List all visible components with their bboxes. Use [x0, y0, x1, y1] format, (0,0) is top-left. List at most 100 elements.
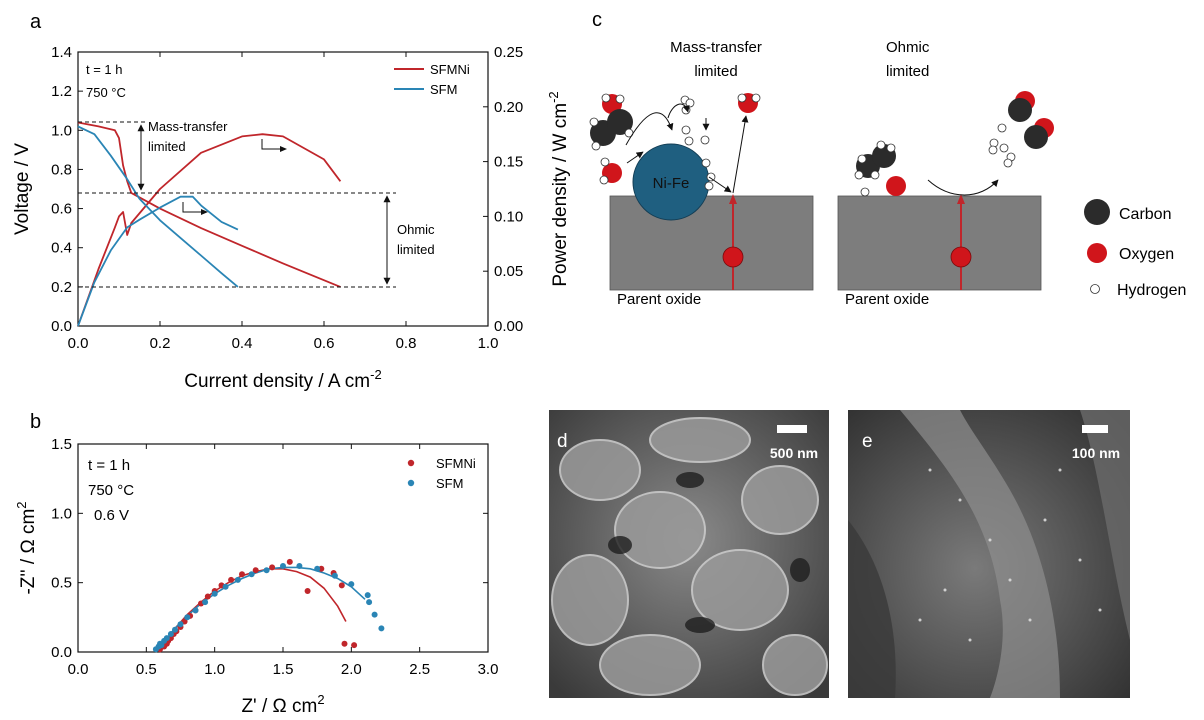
data-point-sfm — [222, 583, 229, 590]
data-point-sfm — [296, 563, 303, 569]
data-point-sfm — [378, 625, 385, 632]
x-tick-label: 0.2 — [150, 335, 171, 352]
data-point-sfm — [348, 581, 355, 588]
x-tick-label: 1.0 — [204, 661, 225, 678]
data-point-sfmni — [351, 642, 358, 649]
product-arrow — [732, 115, 749, 194]
chart-b-annotation-voltage: 0.6 V — [94, 507, 129, 524]
scale-bar-e — [1082, 425, 1108, 433]
mass-transfer-label-2: limited — [148, 139, 186, 154]
panel-label-e: e — [862, 431, 873, 452]
chart-b-annotation-time: t = 1 h — [88, 457, 130, 474]
data-point-sfm — [248, 571, 255, 578]
x-tick-label: 0.8 — [396, 335, 417, 352]
schematic-right-title-2: limited — [886, 63, 929, 80]
carbon-atom — [1024, 125, 1048, 149]
schematic-right-title-1: Ohmic — [886, 39, 930, 56]
x-tick-label: 2.0 — [341, 661, 362, 678]
panel-label-d: d — [557, 431, 568, 452]
data-point-sfm — [177, 621, 184, 628]
data-point-sfm — [331, 572, 338, 579]
hydrogen-atoms-right — [854, 123, 1016, 197]
data-point-sfmni — [304, 588, 311, 594]
carbon-atom — [607, 109, 633, 135]
chart-a-y-right-ticks: 0.00 0.05 0.10 0.15 0.20 0.25 — [483, 44, 523, 335]
data-point-sfm — [314, 565, 321, 572]
scale-bar-d — [777, 425, 807, 433]
chart-a-xlabel: Current density / A cm-2 — [184, 367, 381, 392]
carbon-atom — [1008, 98, 1032, 122]
y-tick-label: 1.5 — [51, 436, 72, 453]
legend-label-b-sfm: SFM — [436, 476, 463, 491]
chart-a-annotation-temp: 750 °C — [86, 85, 126, 100]
legend-hydrogen-label: Hydrogen — [1117, 282, 1186, 299]
legend-carbon-icon — [1084, 199, 1110, 225]
y-tick-label: 0.0 — [51, 644, 72, 661]
y-tick-label: 1.0 — [51, 122, 72, 139]
micrograph-e-shadow — [848, 520, 896, 698]
chart-b-legend: SFMNi SFM — [407, 456, 476, 491]
series-line-sfmni-left — [77, 121, 341, 288]
y-right-tick-label: 0.05 — [494, 263, 523, 280]
x-tick-label: 3.0 — [478, 661, 499, 678]
schematic-c: Mass-transfer limited Ohmic limited Pare… — [589, 39, 1186, 308]
fit-line-sfm — [155, 566, 366, 653]
data-point-sfm — [280, 563, 286, 569]
y-tick-label: 0.5 — [51, 575, 72, 592]
series-line-sfm-left — [77, 125, 239, 288]
chart-b-y-ticks: 0.0 0.5 1.0 1.5 — [51, 436, 488, 661]
parent-oxide-right — [837, 195, 1042, 291]
data-point-sfm — [234, 576, 241, 583]
data-point-sfm — [364, 592, 371, 599]
y-tick-label: 0.0 — [51, 318, 72, 335]
y-tick-label: 1.2 — [51, 83, 72, 100]
y-tick-label: 1.0 — [51, 505, 72, 522]
data-point-sfm — [192, 607, 199, 614]
ohmic-label-1: Ohmic — [397, 222, 435, 237]
x-tick-label: 1.0 — [478, 335, 499, 352]
legend-marker-sfm — [407, 479, 415, 487]
chart-a-frame — [77, 51, 489, 327]
mass-transfer-label-1: Mass-transfer — [148, 119, 228, 134]
data-point-sfmni — [252, 567, 259, 574]
data-point-sfm — [202, 599, 209, 606]
oxygen-atom — [886, 176, 906, 196]
oxygen-atom-left — [722, 246, 744, 268]
parent-oxide-left — [609, 195, 814, 291]
ohmic-label-2: limited — [397, 242, 435, 257]
x-tick-label: 0.6 — [314, 335, 335, 352]
scale-label-d: 500 nm — [770, 445, 818, 461]
x-tick-label: 0.4 — [232, 335, 253, 352]
y-tick-label: 0.4 — [51, 240, 72, 257]
right-axis-indicator-sfmni-head — [280, 146, 287, 152]
legend-label-sfm: SFM — [430, 82, 457, 97]
x-tick-label: 2.5 — [409, 661, 430, 678]
chart-a: 0.0 0.2 0.4 0.6 0.8 1.0 0.0 0.2 0.4 0.6 0.8 1.0 1.2… — [12, 44, 571, 392]
data-point-sfmni — [269, 564, 276, 571]
reaction-arrow-right — [927, 179, 999, 196]
micrograph-d-grains — [551, 417, 828, 696]
y-right-tick-label: 0.20 — [494, 99, 523, 116]
fit-line-sfmni — [159, 568, 347, 653]
molecules-right — [854, 91, 1054, 197]
scale-label-e: 100 nm — [1072, 445, 1120, 461]
data-point-sfm — [163, 635, 170, 642]
panel-label-a: a — [30, 11, 42, 33]
micrograph-e-nanoparticles — [918, 468, 1102, 642]
parent-oxide-left-label: Parent oxide — [617, 291, 701, 308]
data-point-sfmni — [204, 593, 211, 600]
chart-a-x-ticks: 0.0 0.2 0.4 0.6 0.8 1.0 — [68, 52, 499, 352]
legend-marker-sfmni — [407, 459, 415, 467]
series-line-sfm-right — [77, 195, 239, 327]
y-tick-label: 0.2 — [51, 279, 72, 296]
adsorption-arrow — [625, 112, 674, 146]
chart-b-series — [152, 558, 385, 653]
nife-label: Ni-Fe — [653, 175, 690, 192]
data-point-sfm — [184, 614, 191, 621]
oxygen-path-right-head — [957, 194, 965, 204]
y-tick-label: 1.4 — [51, 44, 72, 61]
data-point-sfmni — [318, 565, 325, 572]
data-point-sfm — [211, 590, 218, 597]
y-tick-label: 0.8 — [51, 161, 72, 178]
